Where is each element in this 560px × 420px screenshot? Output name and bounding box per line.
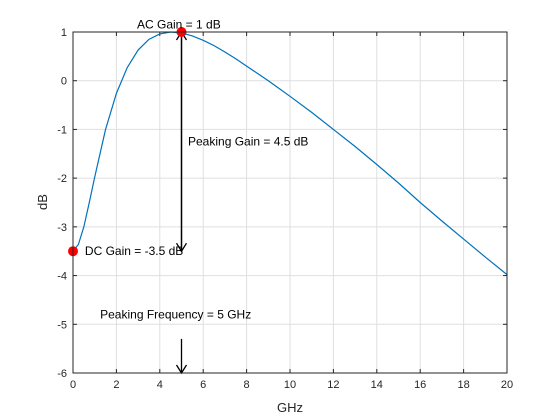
x-tick-label: 14 bbox=[371, 379, 383, 391]
series-line bbox=[72, 31, 508, 276]
x-tick-label: 18 bbox=[457, 379, 469, 391]
x-tick-label: 8 bbox=[244, 379, 250, 391]
plot-frame bbox=[72, 31, 508, 374]
y-tick-label: -3 bbox=[57, 222, 67, 234]
x-tick-label: 16 bbox=[414, 379, 426, 391]
x-tick-label: 10 bbox=[284, 379, 296, 391]
annotation-label: DC Gain = -3.5 dB bbox=[85, 244, 183, 258]
y-tick-label: 1 bbox=[61, 27, 67, 39]
x-tick-label: 4 bbox=[157, 379, 163, 391]
series bbox=[72, 31, 508, 276]
x-tick-label: 20 bbox=[501, 379, 513, 391]
y-tick-label: -2 bbox=[57, 173, 67, 185]
annotation-label: Peaking Gain = 4.5 dB bbox=[188, 135, 308, 149]
y-axis-label: dB bbox=[35, 194, 50, 210]
x-axis-label: GHz bbox=[277, 400, 303, 415]
y-tick-label: -6 bbox=[57, 368, 67, 380]
annotation-label: Peaking Frequency = 5 GHz bbox=[100, 308, 251, 322]
x-tick-label: 6 bbox=[200, 379, 206, 391]
x-tick-label: 0 bbox=[70, 379, 76, 391]
x-tick-label: 2 bbox=[113, 379, 119, 391]
x-tick-label: 12 bbox=[327, 379, 339, 391]
y-tick-label: 0 bbox=[61, 76, 67, 88]
y-tick-label: -5 bbox=[57, 319, 67, 331]
y-tick-label: -4 bbox=[57, 271, 67, 283]
annotation-label: AC Gain = 1 dB bbox=[137, 18, 221, 32]
y-tick-label: -1 bbox=[57, 124, 67, 136]
arrows bbox=[175, 30, 188, 375]
annotations: AC Gain = 1 dB DC Gain = -3.5 dB Peaking G… bbox=[85, 18, 308, 322]
